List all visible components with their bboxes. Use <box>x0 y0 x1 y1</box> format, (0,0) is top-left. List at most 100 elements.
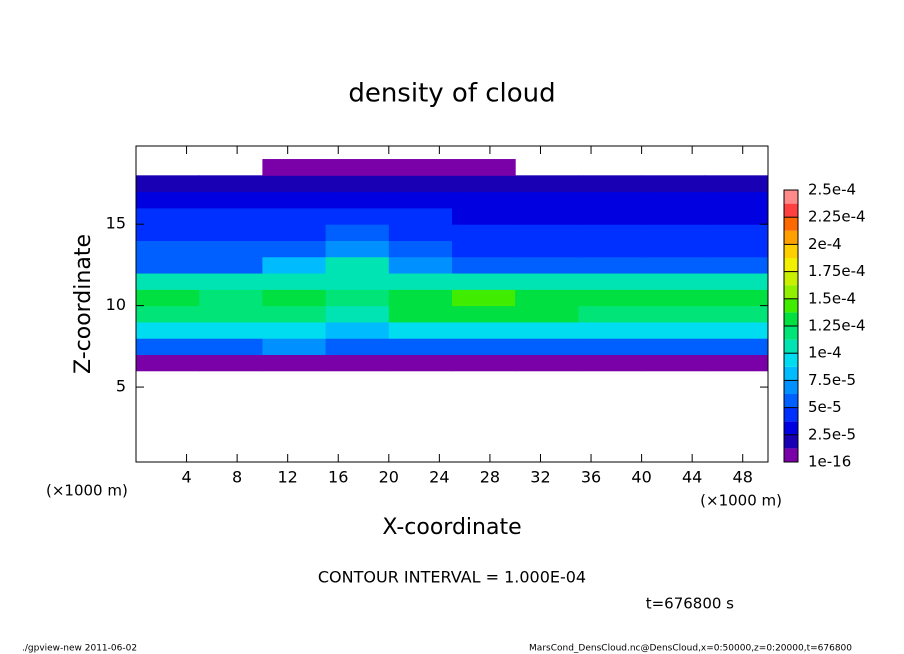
cell <box>515 273 579 290</box>
cell <box>388 354 453 372</box>
x-tick-label: 4 <box>181 468 191 487</box>
x-tick-label: 36 <box>581 468 601 487</box>
cell <box>641 305 706 323</box>
cell <box>704 289 769 307</box>
cell <box>199 207 263 225</box>
cell <box>199 354 263 372</box>
cell <box>578 207 643 225</box>
cell <box>136 321 200 339</box>
cell <box>136 191 200 209</box>
cell <box>704 224 769 241</box>
cell <box>136 305 200 323</box>
cell <box>325 256 390 274</box>
colorbar-tick-label: 1.75e-4 <box>808 262 866 280</box>
cell <box>262 240 327 258</box>
cell <box>641 289 706 307</box>
x-tick-label: 48 <box>733 468 753 487</box>
cell <box>388 159 453 176</box>
cell <box>704 256 769 274</box>
x-tick-label: 44 <box>682 468 702 487</box>
colorbar-band <box>784 380 798 394</box>
cell <box>136 256 200 274</box>
colorbar-band <box>784 271 798 286</box>
x-tick-label: 20 <box>379 468 399 487</box>
cell <box>704 175 769 193</box>
colorbar-tick-label: 1.25e-4 <box>808 317 866 335</box>
cell <box>199 175 263 193</box>
cell <box>578 354 643 372</box>
colorbar-band <box>784 312 798 326</box>
colorbar-band <box>784 366 798 381</box>
cell <box>452 305 516 323</box>
cell <box>641 224 706 241</box>
cell <box>452 159 516 176</box>
cell <box>136 240 200 258</box>
cell <box>199 273 263 290</box>
cell <box>452 321 516 339</box>
cell <box>578 305 643 323</box>
cell <box>325 321 390 339</box>
cell <box>199 256 263 274</box>
cell <box>199 240 263 258</box>
cell <box>388 289 453 307</box>
x-tick-label: 32 <box>530 468 550 487</box>
colorbar-band <box>784 326 798 340</box>
cell <box>388 273 453 290</box>
footer-right: MarsCond_DensCloud.nc@DensCloud,x=0:5000… <box>529 644 852 654</box>
colorbar-band <box>784 339 798 354</box>
cell <box>515 354 579 372</box>
cell <box>641 207 706 225</box>
cell <box>262 224 327 241</box>
cell <box>262 305 327 323</box>
x-tick-label: 8 <box>232 468 242 487</box>
cell <box>136 273 200 290</box>
cell <box>388 321 453 339</box>
cell <box>388 207 453 225</box>
cell <box>388 256 453 274</box>
x-tick-label: 12 <box>278 468 298 487</box>
colorbar-band <box>784 244 798 258</box>
cell <box>452 273 516 290</box>
cell <box>704 240 769 258</box>
x-tick-label: 28 <box>480 468 500 487</box>
cell <box>262 175 327 193</box>
colorbar-band <box>784 394 798 408</box>
heatmap-cells <box>136 159 769 372</box>
colorbar-tick-label: 1e-4 <box>808 344 842 362</box>
cell <box>262 207 327 225</box>
cell <box>578 338 643 355</box>
colorbar-band <box>784 298 798 313</box>
cell <box>325 305 390 323</box>
colorbar-tick-label: 2.25e-4 <box>808 208 866 226</box>
x-tick-label: 40 <box>631 468 651 487</box>
colorbar-tick-label: 5e-5 <box>808 398 842 416</box>
cell <box>325 354 390 372</box>
cell <box>262 321 327 339</box>
cell <box>641 321 706 339</box>
cell <box>325 207 390 225</box>
cell <box>325 224 390 241</box>
cell <box>704 273 769 290</box>
cell <box>325 289 390 307</box>
cell <box>262 191 327 209</box>
cell <box>452 354 516 372</box>
cell <box>578 175 643 193</box>
y-axis-label: Z-coordinate <box>71 234 96 374</box>
cell <box>325 273 390 290</box>
cell <box>578 224 643 241</box>
x-tick-label: 16 <box>328 468 348 487</box>
colorbar-tick-label: 1.5e-4 <box>808 289 856 307</box>
cell <box>262 159 327 176</box>
cell <box>388 191 453 209</box>
cell <box>452 224 516 241</box>
cell <box>452 256 516 274</box>
cell <box>641 256 706 274</box>
colorbar-band <box>784 407 798 422</box>
x-axis-label: X-coordinate <box>382 515 521 540</box>
x-unit-label: (×1000 m) <box>700 492 782 510</box>
cell <box>136 338 200 355</box>
time-label: t=676800 s <box>646 595 734 613</box>
cell <box>136 159 200 176</box>
cell <box>262 289 327 307</box>
cell <box>388 338 453 355</box>
